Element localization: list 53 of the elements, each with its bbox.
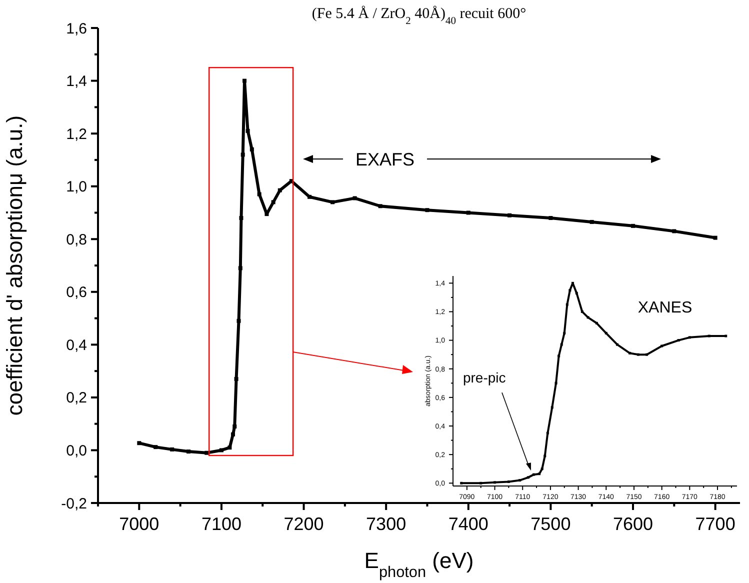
x-tick-label: 7100 (201, 514, 242, 534)
point (186, 450, 191, 454)
x-tick-label: 7300 (366, 514, 406, 534)
point (352, 196, 357, 200)
annotation: pre-pic (462, 370, 506, 386)
point (242, 78, 247, 83)
point (713, 236, 718, 240)
point (672, 229, 676, 234)
annotation: XANES (638, 300, 692, 317)
annotation: EXAFS (355, 149, 415, 170)
point (154, 445, 158, 450)
x-tick-label: 7700 (695, 514, 736, 534)
y-tick-label: 1,2 (66, 126, 87, 143)
point (232, 424, 237, 428)
y-tick-label: 0,8 (66, 231, 87, 248)
point (308, 194, 312, 199)
point (271, 200, 276, 204)
point (278, 188, 282, 192)
point (230, 432, 235, 436)
point (257, 192, 262, 196)
point (466, 210, 470, 215)
x-tick-label: 7400 (448, 514, 488, 534)
chart-title: (Fe 5.4 Å / ZrO$_{2}$ 40Å)$_{40}$ recuit 600° (312, 5, 526, 26)
y-tick-label: -0,2 (61, 495, 87, 512)
y-tick-label: 1,4 (66, 73, 87, 90)
point (204, 450, 209, 455)
point (250, 147, 254, 152)
point (246, 128, 250, 133)
x-tick-label: 7200 (284, 514, 324, 534)
point (378, 204, 382, 208)
point (724, 334, 728, 338)
x-tick-label: 7000 (119, 514, 160, 534)
y-tick-label: 0,2 (66, 390, 87, 407)
point (234, 376, 238, 381)
point (137, 441, 142, 446)
y-tick-label: 1,0 (66, 178, 87, 196)
x-tick-label: 7500 (530, 514, 571, 534)
point (631, 224, 635, 228)
point (548, 216, 553, 220)
y-tick-label: 0,4 (66, 336, 87, 354)
x-axis-title: E$_{photon}$ (eV) (364, 548, 474, 580)
x-tick-label: 7600 (612, 514, 654, 534)
y-tick-label: 0,6 (66, 284, 87, 302)
point (228, 446, 232, 450)
y-tick-label: 0,0 (66, 442, 87, 460)
point (219, 448, 224, 452)
y-tick-label: 1,6 (66, 20, 87, 38)
point (460, 482, 463, 484)
y-axis-title: coefficient d' absorptionμ (a.u.) (2, 115, 27, 416)
point (330, 200, 335, 204)
point (170, 447, 174, 452)
point (264, 212, 269, 216)
point (590, 220, 594, 224)
